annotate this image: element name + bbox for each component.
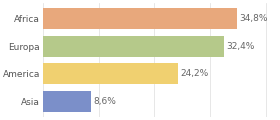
Bar	[43, 36, 224, 57]
Text: 8,6%: 8,6%	[93, 97, 116, 106]
Text: 34,8%: 34,8%	[239, 14, 268, 23]
Text: 24,2%: 24,2%	[180, 69, 208, 78]
Bar	[43, 8, 237, 29]
Bar	[43, 91, 91, 112]
Text: 32,4%: 32,4%	[226, 42, 254, 51]
Bar	[43, 63, 178, 84]
